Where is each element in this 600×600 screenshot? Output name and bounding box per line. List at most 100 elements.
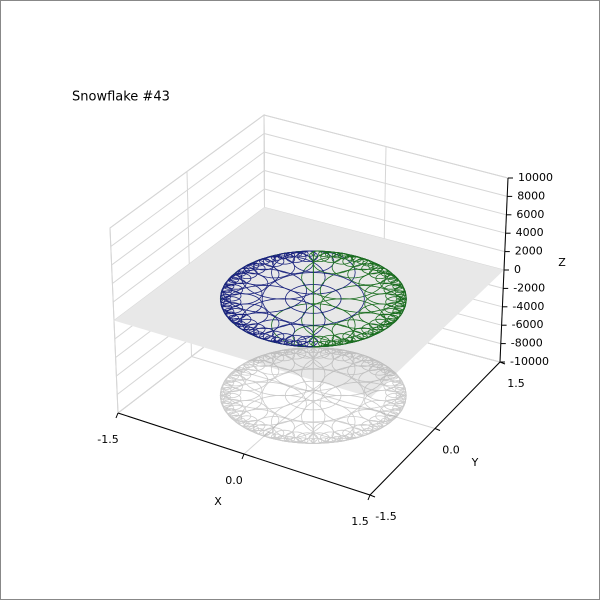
flake-arc (234, 367, 246, 374)
flake-arc (376, 364, 388, 371)
flake-arc (236, 364, 258, 376)
flake-arc (226, 272, 269, 295)
flake-arc (356, 430, 368, 437)
grid-line (263, 133, 508, 197)
flake-arc (384, 414, 396, 421)
flake-arc (273, 253, 296, 265)
flake-arc (231, 318, 243, 325)
flake-arc (311, 437, 323, 444)
flake-arc (244, 323, 266, 335)
flake-arc (219, 294, 232, 301)
flake-arc (392, 283, 404, 290)
z-tick-label: -4000 (512, 300, 544, 313)
chart-title: Snowflake #43 (72, 90, 170, 105)
flake-arc (236, 267, 258, 280)
flake-arc (318, 340, 330, 348)
z-tick-label: 6000 (516, 208, 544, 221)
flake-arc (324, 340, 336, 347)
flake-arc (380, 270, 392, 277)
flake-arc (243, 264, 255, 272)
flake-arc (221, 304, 233, 311)
flake-arc (261, 368, 365, 423)
flake-arc (234, 417, 246, 424)
flake-arc (394, 397, 406, 404)
y-tick-label: 0.0 (442, 444, 460, 457)
flake-arc (350, 256, 362, 263)
flake-arc (219, 394, 231, 401)
flake-arc (350, 431, 362, 439)
flake-arc (352, 327, 374, 339)
flake-arc (253, 260, 265, 267)
z-axis-label: Z (558, 256, 566, 269)
tick-mark (367, 494, 371, 501)
grid-line (264, 151, 507, 216)
snowflake (219, 250, 407, 348)
flake-arc (338, 253, 350, 260)
flake-arc (304, 347, 316, 354)
flake-arc (258, 333, 271, 340)
z-tick-label: -10000 (510, 355, 549, 368)
flake-arc (244, 359, 266, 372)
flake-arc (338, 349, 350, 356)
grid-line (109, 114, 265, 229)
flake-arc (352, 423, 374, 436)
flake-arc (395, 294, 407, 301)
flake-arc (318, 437, 330, 444)
flake-arc (270, 347, 356, 392)
flake-arc (324, 436, 336, 443)
flake-arc (362, 260, 374, 267)
flake-arc (258, 430, 270, 437)
tick-mark (241, 453, 245, 460)
flake-arc (311, 341, 323, 348)
flake-arc (283, 436, 295, 443)
flake-arc (222, 365, 307, 410)
z-tick-label: -2000 (513, 281, 545, 294)
flake-arc (387, 314, 399, 321)
grid-line (111, 151, 265, 266)
flake-arc (297, 340, 309, 348)
flake-arc (264, 256, 276, 263)
grid-line (112, 170, 265, 284)
flake-arc (227, 276, 240, 283)
flake-arc (270, 433, 282, 440)
flake-arc (344, 254, 356, 261)
flake-arc (244, 419, 266, 432)
tick-mark (369, 494, 376, 498)
flake-arc (264, 335, 276, 342)
x-tick-label: 1.5 (351, 515, 369, 528)
tick-mark (115, 412, 119, 419)
flake-arc (338, 338, 350, 345)
flake-arc (367, 262, 379, 269)
flake-arc (273, 429, 295, 442)
flake-arc (387, 373, 399, 380)
x-axis-label: X (214, 495, 222, 508)
flake-arc (350, 335, 362, 342)
flake-arc (226, 303, 269, 326)
x-tick-label: 0.0 (225, 474, 243, 487)
flake-arc (263, 255, 285, 268)
flake-arc (395, 297, 407, 304)
flake-arc (253, 356, 265, 363)
flake-arc (262, 352, 285, 364)
flake-arc (352, 258, 374, 271)
flake-arc (392, 380, 404, 387)
flake-arc (384, 318, 396, 325)
flake-arc (220, 387, 232, 394)
flake-arc (273, 333, 296, 345)
grid-line (264, 170, 506, 234)
flake-arc (226, 400, 269, 423)
flake-arc (376, 267, 388, 274)
flake-arc (304, 341, 316, 348)
flake-arc (344, 433, 356, 440)
flake-arc (387, 276, 399, 283)
flake-arc (304, 437, 316, 444)
flake-arc (297, 250, 309, 257)
flake-arc (311, 347, 323, 354)
flake-arc (356, 333, 368, 340)
z-tick-label: -8000 (511, 337, 543, 350)
flake-arc (264, 431, 276, 439)
z-plane (114, 207, 504, 398)
flake-arc (384, 370, 396, 377)
z-tick-label: 8000 (517, 189, 545, 202)
grid-line (264, 188, 505, 253)
